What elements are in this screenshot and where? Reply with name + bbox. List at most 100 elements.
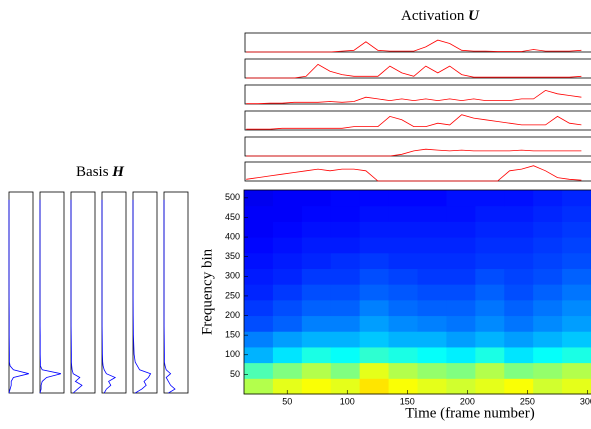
heatmap-cell (272, 284, 303, 301)
basis-line (39, 199, 62, 394)
heatmap-cell (533, 315, 563, 332)
heatmap-cell (272, 221, 303, 238)
heatmap-cell (359, 190, 390, 207)
heatmap-cell (446, 362, 476, 379)
x-tick-label: 300 (580, 396, 591, 406)
heatmap-cell (504, 190, 534, 207)
panel-frame (101, 191, 127, 394)
heatmap-cell (562, 378, 591, 395)
heatmap-cell (244, 362, 274, 379)
activation-line (246, 89, 582, 105)
heatmap-cell (446, 299, 476, 317)
heatmap-cell (504, 268, 534, 285)
basis-line (163, 199, 176, 394)
heatmap-cell (330, 346, 361, 364)
heatmap-cell (359, 299, 390, 317)
heatmap-cell (330, 205, 361, 222)
heatmap-cell (417, 315, 447, 332)
heatmap-cell (475, 299, 505, 317)
y-tick-label: 200 (225, 310, 240, 320)
heatmap-cell (330, 362, 361, 379)
panel-frame (70, 191, 96, 394)
x-tick-label: 50 (282, 396, 292, 406)
heatmap-cell (475, 190, 505, 207)
heatmap-cell (272, 205, 303, 222)
y-tick-label: 150 (225, 330, 240, 340)
heatmap-cell (446, 252, 476, 269)
heatmap-cell (504, 378, 534, 395)
heatmap-cell (504, 346, 534, 364)
heatmap-cell (417, 346, 447, 364)
heatmap-cell (475, 221, 505, 238)
heatmap-cell (533, 221, 563, 238)
x-axis-label: Time (frame number) (405, 405, 534, 421)
heatmap-cell (562, 299, 591, 317)
heatmap-cell (244, 284, 274, 301)
heatmap-cell (533, 252, 563, 269)
heatmap-cell (504, 252, 534, 269)
heatmap-cell (562, 268, 591, 285)
heatmap-cell (272, 346, 303, 364)
heatmap-cell (359, 205, 390, 222)
basis-line (101, 199, 117, 394)
heatmap-cell (244, 205, 274, 222)
heatmap-cell (504, 331, 534, 348)
heatmap-cell (244, 190, 274, 207)
heatmap-cell (244, 252, 274, 269)
heatmap-cell (475, 378, 505, 395)
heatmap-cell (446, 190, 476, 207)
heatmap-cell (475, 252, 505, 269)
heatmap-cell (359, 237, 390, 254)
heatmap-cell (475, 237, 505, 254)
heatmap-cell (301, 237, 332, 254)
heatmap-cell (504, 315, 534, 332)
heatmap-cell (359, 252, 390, 269)
heatmap-cell (330, 237, 361, 254)
basis-line (8, 199, 29, 394)
heatmap-cell (533, 346, 563, 364)
heatmap-cell (272, 315, 303, 332)
heatmap-cell (475, 362, 505, 379)
heatmap-cell (359, 315, 390, 332)
heatmap-cell (533, 268, 563, 285)
activation-line (246, 148, 582, 157)
heatmap-cell (301, 268, 332, 285)
x-tick-label: 250 (520, 396, 535, 406)
heatmap-cell (446, 331, 476, 348)
y-axis-label: Frequency bin (199, 248, 215, 335)
heatmap-cell (272, 268, 303, 285)
y-tick-label: 250 (225, 290, 240, 300)
heatmap-cell (475, 205, 505, 222)
heatmap-cell (446, 205, 476, 222)
heatmap-cell (359, 362, 390, 379)
panel-frame (8, 191, 34, 394)
heatmap-cell (533, 378, 563, 395)
heatmap-cell (446, 284, 476, 301)
heatmap-cell (244, 315, 274, 332)
heatmap-cell (301, 378, 332, 395)
panel-frame (244, 136, 591, 157)
heatmap-cell (359, 346, 390, 364)
y-tick-label: 50 (230, 369, 240, 379)
title-var: U (468, 8, 480, 24)
heatmap-cell (272, 299, 303, 317)
heatmap-cell (388, 190, 418, 207)
heatmap-cell (417, 221, 447, 238)
basis-title: Basis H (76, 164, 125, 180)
heatmap-cell (244, 346, 274, 364)
heatmap-cell (562, 284, 591, 301)
heatmap-cell (359, 331, 390, 348)
heatmap-cell (244, 221, 274, 238)
panel-frame (244, 32, 591, 53)
title-text: Activation (401, 8, 465, 24)
panel-frame (244, 58, 591, 79)
y-tick-label: 100 (225, 349, 240, 359)
y-tick-label: 350 (225, 251, 240, 261)
heatmap-cell (562, 190, 591, 207)
heatmap-cell (388, 268, 418, 285)
activation-line (246, 39, 582, 53)
heatmap-cell (417, 378, 447, 395)
heatmap-cell (562, 362, 591, 379)
heatmap-cell (446, 378, 476, 395)
heatmap-cell (359, 284, 390, 301)
